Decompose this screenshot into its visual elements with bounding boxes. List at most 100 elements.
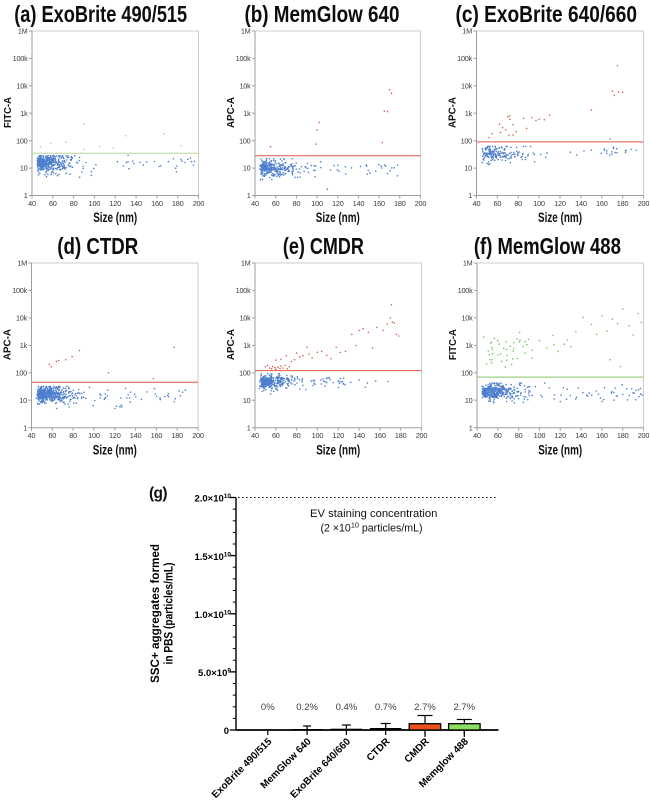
svg-text:120: 120 — [554, 199, 566, 208]
svg-text:1: 1 — [247, 423, 251, 432]
svg-text:2.7%: 2.7% — [453, 702, 475, 713]
svg-text:100: 100 — [239, 136, 251, 145]
svg-text:1M: 1M — [18, 27, 28, 36]
svg-text:10k: 10k — [461, 81, 473, 90]
svg-text:180: 180 — [617, 199, 629, 208]
svg-text:100k: 100k — [236, 286, 251, 295]
svg-text:100k: 100k — [13, 54, 28, 63]
svg-text:in PBS (particles/mL): in PBS (particles/mL) — [164, 562, 176, 664]
svg-text:80: 80 — [70, 199, 78, 208]
svg-text:100: 100 — [534, 431, 546, 440]
svg-text:1M: 1M — [462, 27, 472, 36]
svg-text:60: 60 — [49, 199, 57, 208]
svg-text:180: 180 — [395, 431, 407, 440]
svg-text:120: 120 — [332, 431, 344, 440]
svg-text:160: 160 — [373, 199, 385, 208]
svg-text:Size (nm): Size (nm) — [93, 441, 137, 457]
svg-text:140: 140 — [130, 199, 142, 208]
svg-text:40: 40 — [251, 431, 259, 440]
svg-text:40: 40 — [251, 199, 259, 208]
svg-text:80: 80 — [293, 199, 301, 208]
svg-text:100: 100 — [461, 136, 473, 145]
svg-text:(d) CTDR: (d) CTDR — [57, 233, 138, 259]
svg-text:1M: 1M — [241, 259, 251, 268]
svg-text:1k: 1k — [243, 341, 251, 350]
svg-text:100: 100 — [16, 136, 28, 145]
svg-text:60: 60 — [494, 431, 502, 440]
svg-text:40: 40 — [28, 199, 36, 208]
svg-text:1: 1 — [24, 191, 28, 200]
svg-text:10: 10 — [19, 396, 27, 405]
svg-text:100k: 100k — [457, 54, 472, 63]
svg-text:APC-A: APC-A — [226, 97, 237, 128]
svg-text:1k: 1k — [465, 109, 473, 118]
svg-text:200: 200 — [193, 199, 205, 208]
svg-text:100: 100 — [16, 368, 28, 377]
svg-text:200: 200 — [415, 199, 427, 208]
svg-text:2.0×1010: 2.0×1010 — [194, 493, 231, 505]
svg-text:40: 40 — [473, 431, 481, 440]
svg-text:2.7%: 2.7% — [414, 702, 436, 713]
svg-text:(f) MemGlow 488: (f) MemGlow 488 — [474, 233, 621, 259]
svg-text:100: 100 — [239, 368, 251, 377]
svg-text:0.2%: 0.2% — [296, 702, 318, 713]
svg-text:140: 140 — [353, 199, 365, 208]
svg-text:Size (nm): Size (nm) — [316, 441, 360, 457]
svg-text:160: 160 — [151, 199, 163, 208]
svg-text:SSC+ aggregates formed: SSC+ aggregates formed — [150, 544, 162, 683]
svg-text:1.5×1010: 1.5×1010 — [194, 551, 231, 563]
svg-text:1M: 1M — [17, 259, 27, 268]
svg-text:0.4%: 0.4% — [336, 702, 358, 713]
svg-text:(a) ExoBrite 490/515: (a) ExoBrite 490/515 — [14, 1, 187, 27]
svg-text:180: 180 — [172, 199, 184, 208]
svg-text:0: 0 — [224, 726, 229, 737]
svg-text:1: 1 — [247, 191, 251, 200]
svg-text:40: 40 — [473, 199, 481, 208]
svg-text:10k: 10k — [16, 81, 28, 90]
svg-text:1: 1 — [468, 191, 472, 200]
svg-text:180: 180 — [617, 431, 629, 440]
svg-text:80: 80 — [514, 199, 522, 208]
svg-text:100: 100 — [89, 199, 101, 208]
svg-text:APC-A: APC-A — [3, 329, 14, 360]
svg-text:(e) CMDR: (e) CMDR — [283, 233, 364, 259]
svg-text:100k: 100k — [12, 286, 27, 295]
svg-text:80: 80 — [69, 431, 77, 440]
svg-text:80: 80 — [515, 431, 523, 440]
svg-text:100: 100 — [533, 199, 545, 208]
svg-text:200: 200 — [638, 199, 650, 208]
svg-text:5.0×109: 5.0×109 — [198, 668, 231, 680]
svg-text:APC-A: APC-A — [226, 329, 237, 360]
svg-text:160: 160 — [151, 431, 163, 440]
svg-text:160: 160 — [374, 431, 386, 440]
svg-text:1k: 1k — [20, 341, 28, 350]
svg-text:EV staining concentration: EV staining concentration — [310, 508, 437, 520]
svg-text:FITC-A: FITC-A — [3, 97, 14, 128]
svg-text:200: 200 — [192, 431, 204, 440]
svg-text:1: 1 — [23, 423, 27, 432]
svg-text:60: 60 — [494, 199, 502, 208]
svg-text:60: 60 — [272, 199, 280, 208]
svg-text:(b) MemGlow 640: (b) MemGlow 640 — [245, 1, 400, 27]
svg-text:120: 120 — [109, 431, 121, 440]
svg-text:Size (nm): Size (nm) — [538, 441, 582, 457]
svg-text:200: 200 — [638, 431, 650, 440]
svg-text:1: 1 — [469, 423, 473, 432]
svg-text:1k: 1k — [465, 341, 473, 350]
svg-text:140: 140 — [575, 199, 587, 208]
svg-text:(2 ×1010 particles/mL): (2 ×1010 particles/mL) — [320, 521, 422, 535]
svg-text:10: 10 — [464, 164, 472, 173]
svg-text:100k: 100k — [458, 286, 473, 295]
svg-text:100: 100 — [311, 199, 323, 208]
svg-text:10k: 10k — [16, 314, 28, 323]
svg-text:1.0×1010: 1.0×1010 — [194, 610, 231, 622]
svg-text:10k: 10k — [461, 314, 473, 323]
svg-text:120: 120 — [332, 199, 344, 208]
svg-text:1k: 1k — [20, 109, 28, 118]
svg-text:160: 160 — [596, 431, 608, 440]
svg-text:(g): (g) — [149, 485, 167, 502]
svg-text:100: 100 — [312, 431, 324, 440]
svg-text:10: 10 — [465, 396, 473, 405]
svg-text:0.7%: 0.7% — [375, 702, 397, 713]
svg-text:160: 160 — [596, 199, 608, 208]
